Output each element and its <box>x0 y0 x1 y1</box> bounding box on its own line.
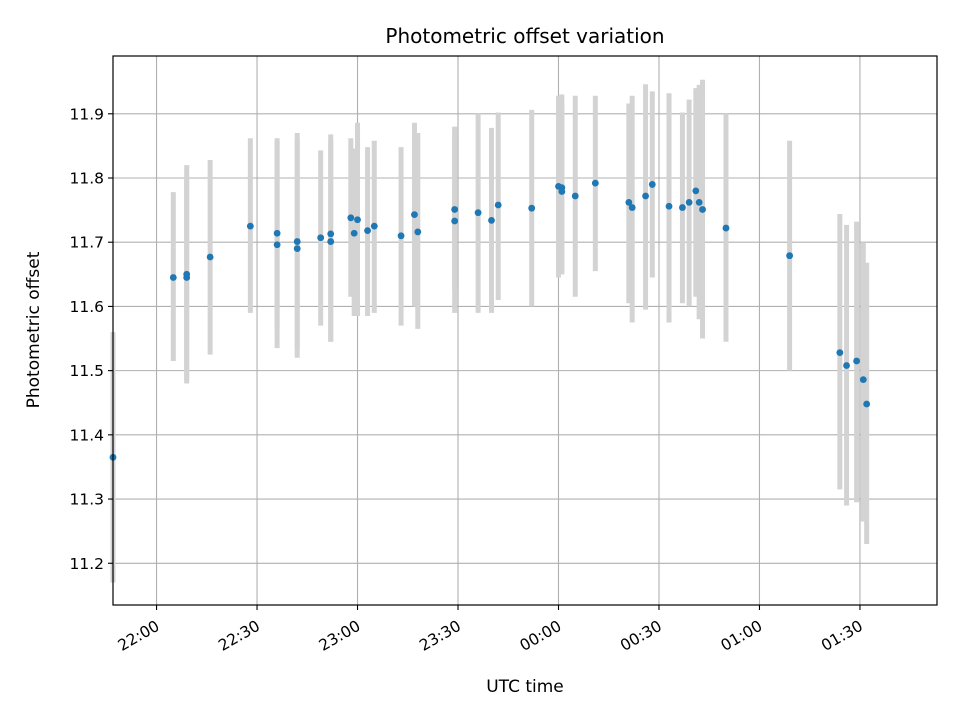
data-point <box>699 206 706 213</box>
data-point <box>350 229 358 237</box>
x-tick-label: 00:30 <box>617 617 665 655</box>
data-point <box>494 201 502 209</box>
data-point <box>859 376 867 384</box>
y-axis-title: Photometric offset <box>24 251 44 408</box>
data-point <box>414 228 422 236</box>
data-point <box>327 230 335 238</box>
x-tick-label: 22:00 <box>115 617 163 655</box>
data-point <box>293 245 301 253</box>
data-point <box>628 204 636 211</box>
chart-title: Photometric offset variation <box>385 24 664 48</box>
data-point <box>692 187 700 195</box>
data-point <box>695 199 703 206</box>
data-point <box>273 241 281 249</box>
data-point <box>246 222 254 230</box>
y-tick-label: 11.3 <box>69 491 104 509</box>
x-tick-label: 23:30 <box>416 617 464 655</box>
y-axis: 11.2 11.3 11.4 11.5 11.6 11.7 11.8 11.9 <box>69 105 113 573</box>
y-tick-label: 11.4 <box>69 426 104 444</box>
data-point <box>347 214 355 222</box>
data-point <box>206 253 214 261</box>
y-tick-label: 11.6 <box>69 298 104 316</box>
plot-frame <box>112 55 938 606</box>
data-point <box>488 216 495 224</box>
data-point <box>679 204 686 211</box>
data-point <box>642 192 649 200</box>
data-point <box>843 362 850 369</box>
data-point <box>685 199 693 206</box>
data-point <box>183 270 191 278</box>
data-point <box>863 400 871 408</box>
data-point <box>273 229 281 237</box>
data-point <box>722 224 730 232</box>
data-point <box>317 234 325 242</box>
x-tick-label: 00:00 <box>517 617 565 655</box>
data-point <box>411 211 418 219</box>
plot-background <box>113 56 937 605</box>
x-tick-label: 22:30 <box>215 617 263 655</box>
y-tick-label: 11.5 <box>69 362 104 380</box>
data-point <box>169 274 177 281</box>
data-point <box>528 204 536 212</box>
y-tick-label: 11.8 <box>69 170 104 188</box>
data-point <box>293 238 301 245</box>
data-point <box>364 227 371 235</box>
data-point <box>591 179 599 187</box>
x-tick-label: 01:30 <box>818 617 866 655</box>
data-point <box>451 206 459 213</box>
data-points <box>109 179 871 461</box>
data-point <box>397 232 405 240</box>
data-point <box>571 192 579 200</box>
data-point <box>558 188 566 195</box>
data-point <box>370 222 378 230</box>
x-tick-label: 23:00 <box>316 617 364 655</box>
x-axis: 22:00 22:30 23:00 23:30 00:00 00:30 01:00 01:30 <box>115 605 866 655</box>
y-tick-label: 11.9 <box>69 105 104 123</box>
x-tick-label: 01:00 <box>718 617 766 655</box>
data-point <box>327 238 335 245</box>
data-point <box>451 217 459 225</box>
data-point <box>474 209 482 217</box>
data-point <box>786 252 794 260</box>
data-point <box>665 202 673 210</box>
y-tick-label: 11.7 <box>69 234 104 252</box>
data-point <box>853 357 861 365</box>
data-point <box>354 216 361 224</box>
x-axis-title: UTC time <box>486 677 564 697</box>
data-point <box>836 349 844 357</box>
data-point <box>625 199 633 206</box>
data-point <box>648 181 656 188</box>
y-tick-label: 11.2 <box>69 555 104 573</box>
